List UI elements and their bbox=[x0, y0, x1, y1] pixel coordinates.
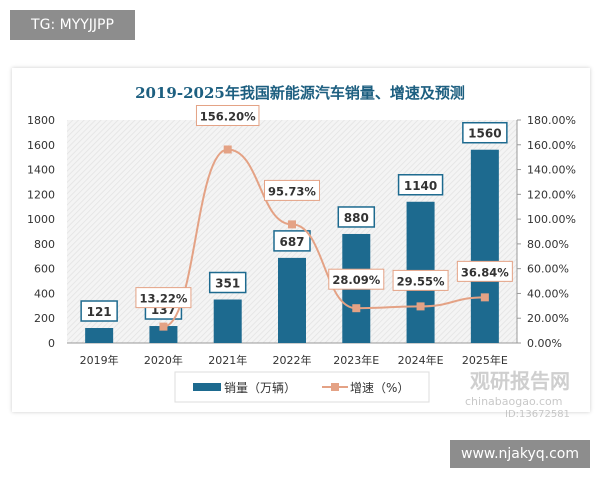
legend-bar-label: 销量（万辆） bbox=[224, 381, 296, 395]
category-label: 2019年 bbox=[80, 353, 119, 367]
left-tick-label: 600 bbox=[34, 263, 55, 276]
bar bbox=[85, 328, 114, 343]
legend-line-marker bbox=[331, 383, 339, 391]
bar bbox=[278, 257, 306, 343]
line-label: 156.20% bbox=[200, 109, 256, 123]
bar-label-box bbox=[80, 300, 118, 322]
left-tick-label: 1400 bbox=[27, 164, 55, 177]
growth-marker bbox=[223, 145, 232, 154]
right-tick-label: 20.00% bbox=[527, 312, 569, 325]
line-label-box bbox=[264, 179, 320, 201]
category-label: 2021年 bbox=[208, 353, 247, 367]
left-tick-label: 400 bbox=[34, 287, 55, 300]
category-label: 2020年 bbox=[144, 353, 183, 367]
category-label: 2024年E bbox=[398, 353, 444, 367]
line-label-box bbox=[328, 268, 385, 290]
line-label: 29.55% bbox=[397, 274, 445, 288]
right-tick-label: 160.00% bbox=[527, 139, 576, 152]
legend-bar-swatch bbox=[193, 383, 221, 391]
watermark-brand: 观研报告网 bbox=[470, 369, 570, 393]
watermark-id: ID:13672581 bbox=[505, 409, 570, 420]
bar bbox=[470, 149, 499, 343]
category-label: 2022年 bbox=[273, 353, 312, 367]
line-label-box bbox=[456, 260, 513, 282]
left-tick-label: 1200 bbox=[27, 188, 55, 201]
bar-label-box bbox=[462, 121, 508, 144]
category-label: 2025年E bbox=[462, 353, 508, 367]
right-tick-label: 100.00% bbox=[527, 213, 576, 226]
right-tick-label: 60.00% bbox=[527, 263, 569, 276]
right-tick-label: 0.00% bbox=[527, 337, 562, 350]
left-tick-label: 1000 bbox=[27, 213, 55, 226]
left-tick-label: 1800 bbox=[27, 114, 55, 127]
chart-title: 2019-2025年我国新能源汽车销量、增速及预测 bbox=[135, 84, 465, 102]
left-tick-label: 200 bbox=[34, 312, 55, 325]
line-label: 95.73% bbox=[268, 184, 316, 198]
left-tick-label: 0 bbox=[48, 337, 55, 350]
bar bbox=[149, 326, 178, 343]
footer-site: www.njakyq.com bbox=[450, 440, 590, 468]
growth-marker bbox=[159, 322, 168, 331]
bar-label-box bbox=[273, 230, 311, 252]
right-tick-label: 40.00% bbox=[527, 287, 569, 300]
header-tag: TG: MYYJJPP bbox=[10, 10, 135, 40]
bar-label: 1140 bbox=[404, 179, 437, 193]
bar-label: 1560 bbox=[468, 127, 501, 141]
growth-marker bbox=[352, 304, 361, 313]
bar-label: 351 bbox=[215, 277, 240, 291]
legend-line-label: 增速（%） bbox=[350, 381, 409, 395]
bar-label: 880 bbox=[344, 211, 369, 225]
line-label-box bbox=[135, 287, 192, 309]
left-tick-label: 800 bbox=[34, 238, 55, 251]
bar-label: 687 bbox=[279, 235, 304, 249]
bar-label-box bbox=[208, 271, 247, 294]
right-tick-label: 180.00% bbox=[527, 114, 576, 127]
right-tick-label: 80.00% bbox=[527, 238, 569, 251]
line-label-box bbox=[195, 104, 260, 126]
growth-marker bbox=[288, 220, 296, 229]
growth-marker bbox=[416, 302, 425, 311]
left-tick-label: 1600 bbox=[27, 139, 55, 152]
bar bbox=[213, 299, 242, 343]
right-tick-label: 140.00% bbox=[527, 164, 576, 177]
line-label-box bbox=[392, 269, 449, 291]
growth-marker bbox=[480, 293, 489, 302]
bar-label: 121 bbox=[87, 305, 112, 319]
bar-label-box bbox=[337, 206, 376, 228]
watermark-url: chinabaogao.com bbox=[465, 395, 563, 408]
line-label: 28.09% bbox=[332, 273, 380, 287]
bar-label-box bbox=[397, 174, 444, 196]
right-tick-label: 120.00% bbox=[527, 188, 576, 201]
line-label: 13.22% bbox=[139, 292, 187, 306]
line-label: 36.84% bbox=[461, 265, 509, 279]
category-label: 2023年E bbox=[333, 353, 379, 367]
